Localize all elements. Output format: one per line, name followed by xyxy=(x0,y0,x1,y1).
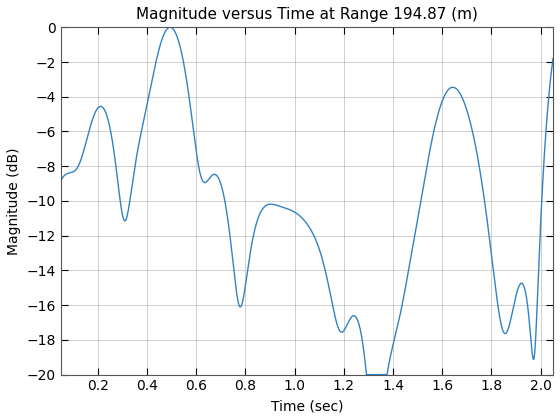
Y-axis label: Magnitude (dB): Magnitude (dB) xyxy=(7,147,21,255)
Title: Magnitude versus Time at Range 194.87 (m): Magnitude versus Time at Range 194.87 (m… xyxy=(136,7,478,22)
X-axis label: Time (sec): Time (sec) xyxy=(270,399,343,413)
